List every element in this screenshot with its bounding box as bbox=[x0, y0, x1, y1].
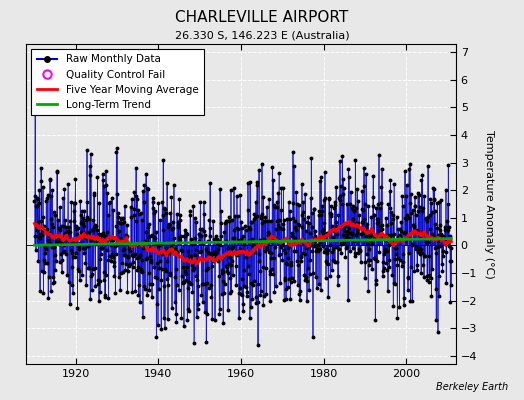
Y-axis label: Temperature Anomaly (°C): Temperature Anomaly (°C) bbox=[484, 130, 494, 278]
Legend: Raw Monthly Data, Quality Control Fail, Five Year Moving Average, Long-Term Tren: Raw Monthly Data, Quality Control Fail, … bbox=[31, 49, 204, 115]
Text: CHARLEVILLE AIRPORT: CHARLEVILLE AIRPORT bbox=[176, 10, 348, 25]
Text: Berkeley Earth: Berkeley Earth bbox=[436, 382, 508, 392]
Text: 26.330 S, 146.223 E (Australia): 26.330 S, 146.223 E (Australia) bbox=[174, 30, 350, 40]
